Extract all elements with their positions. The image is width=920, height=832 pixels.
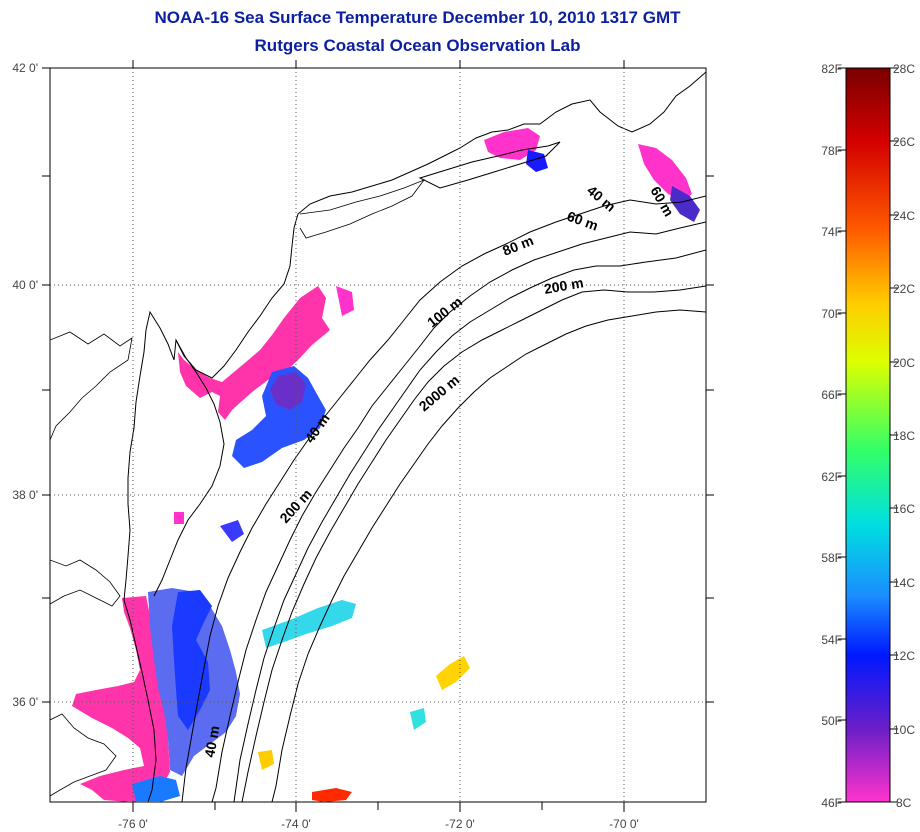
cb-c-5: 18C bbox=[893, 429, 915, 443]
lat-label-36: 36 0' bbox=[12, 695, 38, 709]
inland-coast-north bbox=[299, 179, 426, 239]
cb-f-5: 62F bbox=[821, 470, 842, 484]
inland-coast-south bbox=[50, 713, 117, 797]
sst-chesapeake-mouth bbox=[72, 596, 170, 802]
cb-f-6: 58F bbox=[821, 551, 842, 565]
contour-2000m bbox=[271, 309, 706, 802]
sst-small-patch-c bbox=[336, 286, 354, 316]
lat-label-42: 42 0' bbox=[12, 61, 38, 75]
contour-shallow bbox=[181, 195, 706, 802]
sst-small-patch-e bbox=[220, 520, 244, 542]
lon-label-74: -74 0' bbox=[281, 817, 311, 831]
sst-small-patch-a bbox=[410, 708, 426, 730]
cb-f-8: 50F bbox=[821, 714, 842, 728]
colorbar-c-labels: 28C 26C 24C 22C 20C 18C 16C 14C 12C 10C … bbox=[893, 62, 915, 810]
colorbar-f-labels: 82F 78F 74F 70F 66F 62F 58F 54F 50F 46F bbox=[821, 62, 842, 810]
lon-label-72: -72 0' bbox=[445, 817, 475, 831]
sst-red-patch bbox=[312, 788, 352, 802]
sst-patches bbox=[72, 128, 700, 802]
sst-small-patch-d bbox=[174, 512, 184, 524]
contour-60m bbox=[211, 221, 706, 802]
lon-label-70: -70 0' bbox=[609, 817, 639, 831]
cb-c-7: 14C bbox=[893, 576, 915, 590]
contour-label-10: 40 m bbox=[201, 724, 222, 758]
lat-labels: 42 0' 40 0' 38 0' 36 0' bbox=[12, 61, 38, 709]
cb-c-10: 8C bbox=[896, 796, 912, 810]
colorbar-ticks bbox=[838, 67, 898, 803]
coastline-inner bbox=[153, 339, 225, 597]
sst-cape-cod-blue bbox=[670, 186, 700, 222]
bathymetry-contours bbox=[181, 195, 706, 802]
lat-label-38: 38 0' bbox=[12, 488, 38, 502]
inland-coast-sw bbox=[50, 559, 121, 607]
graticule bbox=[50, 68, 706, 802]
cb-c-2: 24C bbox=[893, 209, 915, 223]
sst-offshore-mix bbox=[436, 656, 470, 690]
sst-offshore-nj-purple bbox=[270, 372, 306, 410]
cb-c-8: 12C bbox=[893, 649, 915, 663]
inland-coast-west bbox=[50, 331, 133, 441]
lon-labels: -76 0' -74 0' -72 0' -70 0' bbox=[118, 817, 639, 831]
sst-delaware-patch bbox=[178, 286, 330, 420]
cb-f-9: 46F bbox=[821, 796, 842, 810]
cb-c-1: 26C bbox=[893, 135, 915, 149]
sst-small-patch-b bbox=[258, 750, 274, 770]
sst-sound-blue bbox=[526, 150, 548, 172]
cb-c-6: 16C bbox=[893, 502, 915, 516]
map-title: NOAA-16 Sea Surface Temperature December… bbox=[154, 8, 681, 27]
map-subtitle: Rutgers Coastal Ocean Observation Lab bbox=[254, 36, 581, 55]
contour-200m bbox=[241, 285, 706, 802]
cb-c-3: 22C bbox=[893, 282, 915, 296]
sst-long-island-patch bbox=[484, 128, 540, 160]
contour-80m bbox=[233, 249, 706, 802]
sst-cape-cod-patch bbox=[638, 144, 692, 200]
cb-f-1: 78F bbox=[821, 144, 842, 158]
colorbar bbox=[845, 67, 891, 803]
sst-hatteras-blue bbox=[132, 776, 180, 802]
cb-c-4: 20C bbox=[893, 356, 915, 370]
cb-f-3: 70F bbox=[821, 307, 842, 321]
cb-f-2: 74F bbox=[821, 225, 842, 239]
long-island bbox=[418, 141, 561, 189]
contour-label-6: 200 m bbox=[543, 274, 585, 297]
sst-cyan-patch bbox=[262, 600, 356, 648]
sst-coastal-blue bbox=[172, 590, 212, 730]
lat-label-40: 40 0' bbox=[12, 278, 38, 292]
cb-c-0: 28C bbox=[893, 62, 915, 76]
lon-label-76: -76 0' bbox=[118, 817, 148, 831]
cb-f-0: 82F bbox=[821, 62, 842, 76]
cb-f-4: 66F bbox=[821, 388, 842, 402]
cb-c-9: 10C bbox=[893, 723, 915, 737]
cb-f-7: 54F bbox=[821, 633, 842, 647]
coastline bbox=[123, 71, 706, 802]
axis-ticks bbox=[42, 60, 714, 812]
